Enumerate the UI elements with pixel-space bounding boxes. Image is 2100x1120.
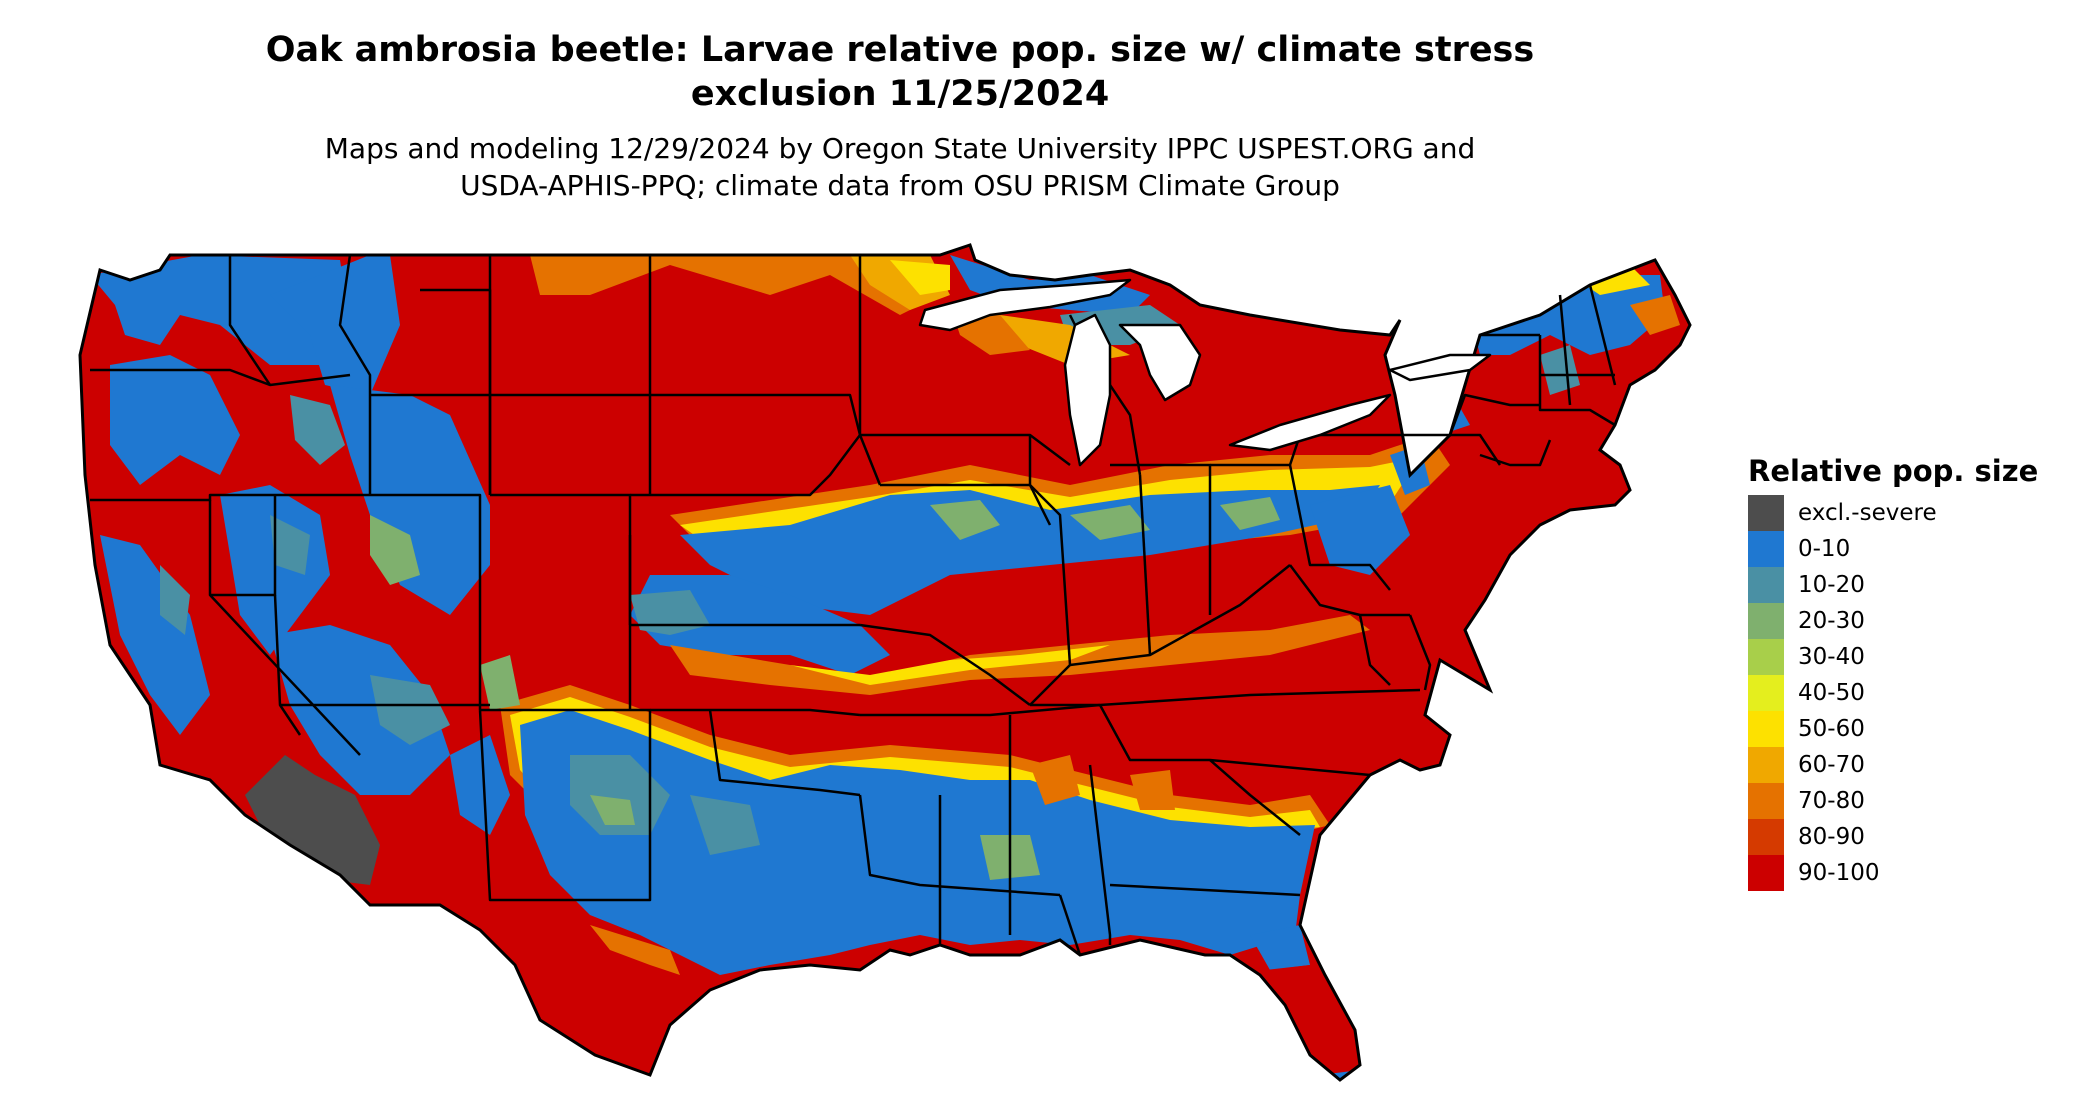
legend-label: 40-50 bbox=[1798, 680, 1865, 706]
legend-item: 10-20 bbox=[1748, 567, 2078, 603]
legend-swatch bbox=[1748, 819, 1784, 855]
great-lakes bbox=[918, 278, 1492, 467]
map-subtitle-line-2: USDA-APHIS-PPQ; climate data from OSU PR… bbox=[460, 169, 1340, 202]
legend-swatch bbox=[1748, 567, 1784, 603]
map-subtitle: Maps and modeling 12/29/2024 by Oregon S… bbox=[180, 130, 1620, 204]
map-fill bbox=[80, 245, 1690, 1080]
us-map bbox=[78, 243, 1692, 1082]
legend-swatch bbox=[1748, 495, 1784, 531]
map-title-line-1: Oak ambrosia beetle: Larvae relative pop… bbox=[265, 30, 1535, 70]
legend-item: 50-60 bbox=[1748, 711, 2078, 747]
legend-item: 80-90 bbox=[1748, 819, 2078, 855]
legend-label: 20-30 bbox=[1798, 608, 1865, 634]
state-borders bbox=[90, 254, 1617, 956]
legend-item: 60-70 bbox=[1748, 747, 2078, 783]
legend: Relative pop. size excl.-severe 0-10 10-20… bbox=[1748, 453, 2078, 903]
legend-swatch bbox=[1748, 675, 1784, 711]
legend-item: 30-40 bbox=[1748, 639, 2078, 675]
legend-swatch bbox=[1748, 747, 1784, 783]
lake-erie bbox=[1228, 393, 1392, 452]
legend-label: excl.-severe bbox=[1798, 500, 1937, 526]
legend-item: 20-30 bbox=[1748, 603, 2078, 639]
lake-huron bbox=[1118, 323, 1202, 402]
legend-swatch bbox=[1748, 711, 1784, 747]
legend-swatch bbox=[1748, 855, 1784, 891]
legend-label: 0-10 bbox=[1798, 536, 1851, 562]
legend-label: 90-100 bbox=[1798, 860, 1880, 886]
map-title: Oak ambrosia beetle: Larvae relative pop… bbox=[180, 28, 1620, 116]
legend-item: 90-100 bbox=[1748, 855, 2078, 891]
legend-label: 60-70 bbox=[1798, 752, 1865, 778]
lake-ontario bbox=[1388, 353, 1492, 382]
legend-swatch bbox=[1748, 603, 1784, 639]
legend-item: 40-50 bbox=[1748, 675, 2078, 711]
legend-label: 30-40 bbox=[1798, 644, 1865, 670]
legend-item: 0-10 bbox=[1748, 531, 2078, 567]
lake-michigan bbox=[1063, 313, 1112, 467]
legend-swatch bbox=[1748, 783, 1784, 819]
legend-swatch bbox=[1748, 531, 1784, 567]
legend-label: 70-80 bbox=[1798, 788, 1865, 814]
map-subtitle-line-1: Maps and modeling 12/29/2024 by Oregon S… bbox=[324, 132, 1476, 165]
legend-swatch bbox=[1748, 639, 1784, 675]
legend-title: Relative pop. size bbox=[1748, 454, 2039, 488]
legend-label: 50-60 bbox=[1798, 716, 1865, 742]
legend-item: excl.-severe bbox=[1748, 495, 2078, 531]
legend-label: 10-20 bbox=[1798, 572, 1865, 598]
lake-superior bbox=[918, 278, 1132, 332]
legend-label: 80-90 bbox=[1798, 824, 1865, 850]
legend-item: 70-80 bbox=[1748, 783, 2078, 819]
map-title-line-2: exclusion 11/25/2024 bbox=[690, 74, 1110, 114]
